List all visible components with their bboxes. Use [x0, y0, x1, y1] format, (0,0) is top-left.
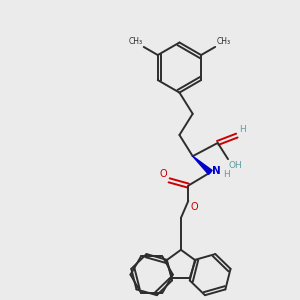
Text: H: H [238, 125, 245, 134]
Text: CH₃: CH₃ [217, 38, 231, 46]
Text: CH₃: CH₃ [128, 38, 142, 46]
Polygon shape [193, 156, 212, 174]
Text: O: O [160, 169, 167, 179]
Text: OH: OH [229, 161, 243, 170]
Text: O: O [190, 202, 198, 212]
Text: N: N [212, 167, 220, 176]
Text: H: H [223, 170, 230, 179]
